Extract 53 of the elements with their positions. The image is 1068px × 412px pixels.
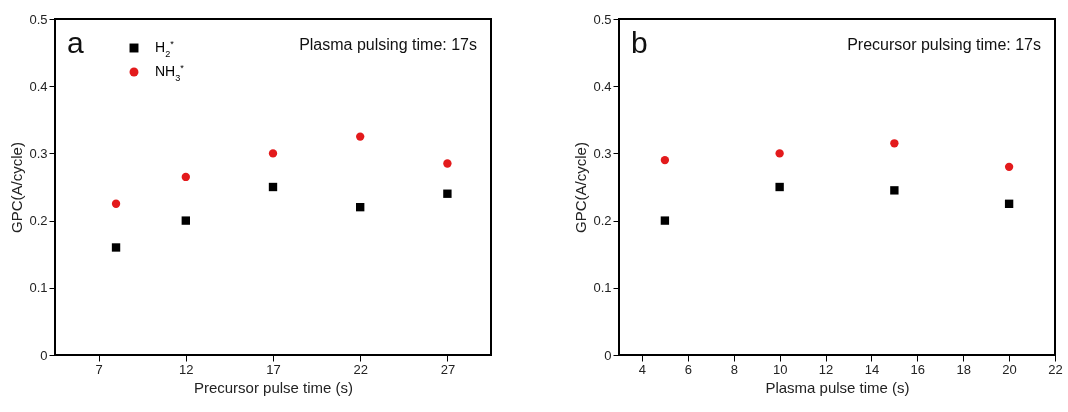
x-tick-label: 22 bbox=[1048, 361, 1063, 377]
annotation: Plasma pulsing time: 17s bbox=[299, 36, 477, 53]
y-tick-label: 0.2 bbox=[29, 213, 48, 229]
point bbox=[1004, 162, 1014, 172]
x-tick-label: 16 bbox=[910, 361, 926, 377]
point bbox=[268, 149, 278, 158]
y-tick-label: 0.5 bbox=[593, 11, 612, 27]
y-axis-title: GPC(A/cycle) bbox=[8, 142, 26, 233]
y-tick-label: 0 bbox=[40, 347, 48, 363]
point bbox=[181, 172, 190, 182]
x-tick-label: 20 bbox=[1002, 361, 1017, 377]
x-tick-label: 6 bbox=[684, 361, 692, 377]
x-tick-label: 17 bbox=[266, 361, 281, 377]
x-tick-label: 18 bbox=[956, 361, 971, 377]
point bbox=[268, 182, 278, 192]
y-tick-label: 0.1 bbox=[29, 280, 48, 296]
point bbox=[356, 202, 365, 212]
point bbox=[111, 199, 121, 208]
point bbox=[660, 155, 670, 165]
point bbox=[890, 139, 899, 148]
point bbox=[111, 243, 121, 252]
x-tick-label: 10 bbox=[772, 361, 788, 377]
y-tick-label: 0.2 bbox=[593, 213, 612, 229]
y-tick-label: 0.4 bbox=[29, 78, 48, 94]
y-tick-label: 0 bbox=[604, 347, 612, 363]
x-axis-title: Plasma pulse time (s) bbox=[765, 378, 910, 396]
y-axis-title: GPC(A/cycle) bbox=[572, 142, 590, 233]
annotation: a bbox=[67, 26, 84, 59]
point bbox=[890, 186, 899, 195]
point bbox=[1004, 199, 1014, 208]
annotation: Precursor pulsing time: 17s bbox=[847, 36, 1041, 53]
x-tick-label: 8 bbox=[730, 361, 738, 377]
point bbox=[356, 132, 365, 141]
point bbox=[660, 216, 670, 225]
y-tick-label: 0.3 bbox=[29, 145, 48, 161]
point bbox=[443, 159, 452, 168]
x-tick-label: 4 bbox=[638, 361, 647, 377]
x-tick-label: 12 bbox=[179, 361, 194, 377]
x-tick-label: 7 bbox=[95, 361, 103, 377]
y-tick-label: 0.5 bbox=[29, 11, 48, 27]
x-tick-label: 12 bbox=[818, 361, 834, 377]
point bbox=[443, 189, 452, 198]
point bbox=[775, 182, 784, 192]
annotation: b bbox=[631, 26, 648, 59]
x-tick-label: 14 bbox=[864, 361, 880, 377]
point bbox=[181, 216, 190, 225]
y-tick-label: 0.4 bbox=[593, 78, 612, 94]
x-tick-label: 22 bbox=[353, 361, 368, 377]
x-axis-title: Precursor pulse time (s) bbox=[193, 378, 354, 396]
x-tick-label: 27 bbox=[440, 361, 456, 377]
y-tick-label: 0.1 bbox=[593, 280, 612, 296]
point bbox=[775, 149, 784, 158]
y-tick-label: 0.3 bbox=[593, 145, 612, 161]
